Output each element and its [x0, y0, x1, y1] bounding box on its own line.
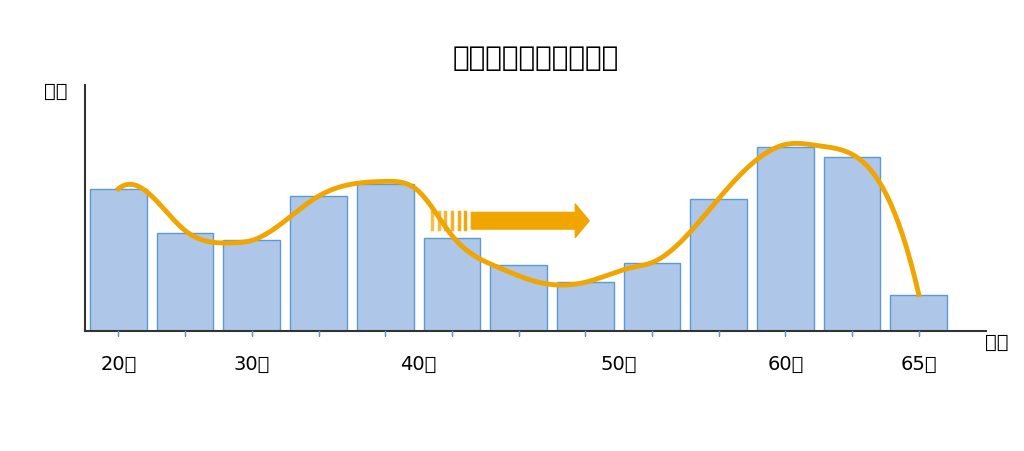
Bar [223, 241, 281, 331]
Y-axis label: 人数: 人数 [44, 81, 68, 100]
Bar [290, 197, 347, 331]
Text: 年齢: 年齢 [985, 332, 1009, 351]
Bar [157, 234, 213, 331]
Bar [891, 295, 947, 331]
Bar [557, 283, 613, 331]
Text: 40代: 40代 [400, 354, 437, 373]
Text: 50代: 50代 [600, 354, 637, 373]
Bar [823, 157, 881, 331]
Text: 年齢構成のイメージ図: 年齢構成のイメージ図 [453, 44, 618, 72]
Bar [757, 147, 814, 331]
Text: 30代: 30代 [233, 354, 270, 373]
Bar [357, 184, 414, 331]
Text: 65歳: 65歳 [900, 354, 937, 373]
Bar [424, 239, 480, 331]
Text: 20代: 20代 [100, 354, 136, 373]
Bar [490, 266, 547, 331]
Text: 60歳: 60歳 [767, 354, 804, 373]
Bar [690, 199, 748, 331]
Bar [624, 263, 680, 331]
Bar [90, 189, 146, 331]
